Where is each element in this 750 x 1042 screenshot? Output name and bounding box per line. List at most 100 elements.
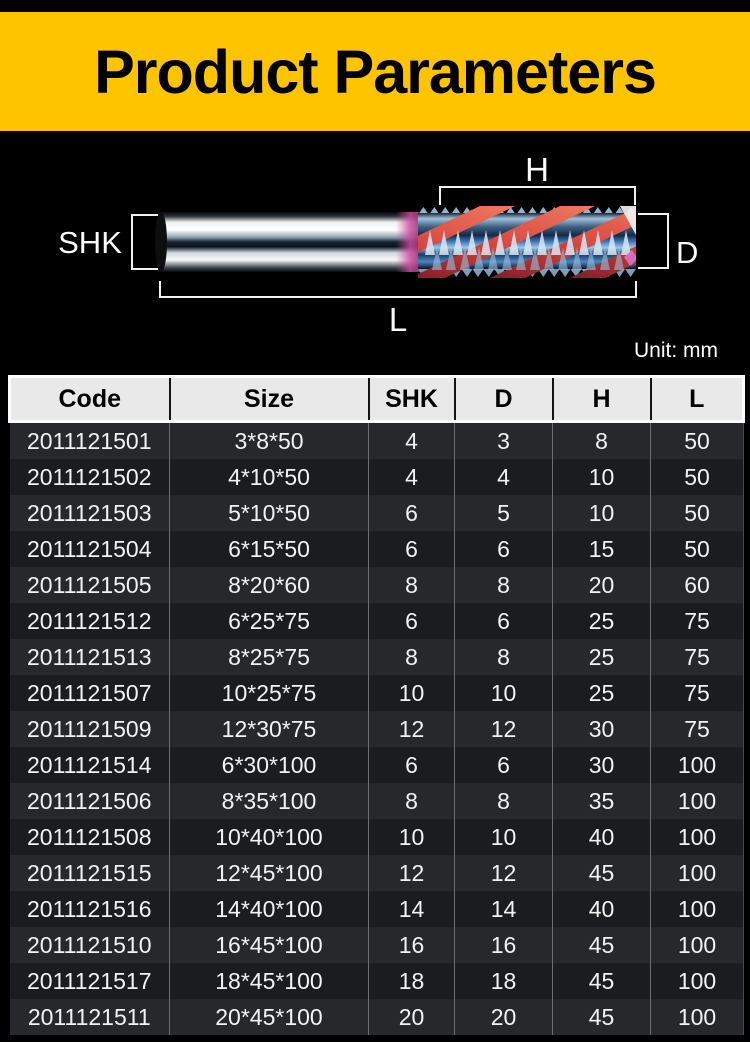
table-cell: 25 <box>552 603 651 639</box>
table-cell: 16*45*100 <box>169 927 369 963</box>
table-cell: 45 <box>552 855 651 891</box>
page-title: Product Parameters <box>94 37 657 106</box>
table-row: 2011121508 10*40*100 10 10 40 100 <box>9 819 744 855</box>
parameters-table: Code Size SHK D H L 2011121501 3*8*50 4 3 8 50 2011… <box>8 375 745 1035</box>
table-cell: 18 <box>454 963 553 999</box>
table-cell: 2011121503 <box>9 495 170 531</box>
table-cell: 18 <box>368 963 455 999</box>
table-row: 2011121515 12*45*100 12 12 45 100 <box>9 855 744 891</box>
table-header: Code Size SHK D H L <box>8 375 745 423</box>
table-cell: 14 <box>454 891 553 927</box>
table-cell: 6 <box>368 531 455 567</box>
table-body: 2011121501 3*8*50 4 3 8 50 2011121502 4*10*50 4 4… <box>9 421 744 1035</box>
table-cell: 50 <box>650 459 744 495</box>
table-cell: 4 <box>454 459 553 495</box>
table-cell: 4 <box>368 459 455 495</box>
table-cell: 10 <box>552 495 651 531</box>
table-cell: 2011121516 <box>9 891 170 927</box>
table-row: 2011121514 6*30*100 6 6 30 100 <box>9 747 744 783</box>
table-cell: 4*10*50 <box>169 459 369 495</box>
table-cell: 12 <box>454 855 553 891</box>
table-cell: 8 <box>454 567 553 603</box>
table-cell: 75 <box>650 675 744 711</box>
table-row: 2011121502 4*10*50 4 4 10 50 <box>9 459 744 495</box>
table-cell: 10 <box>368 819 455 855</box>
table-cell: 45 <box>552 963 651 999</box>
table-cell: 2011121513 <box>9 639 170 675</box>
header-banner: Product Parameters <box>0 12 750 131</box>
table-cell: 100 <box>650 819 744 855</box>
table-cell: 18*45*100 <box>169 963 369 999</box>
table-header-row: Code Size SHK D H L <box>8 375 745 423</box>
table-cell: 2011121502 <box>9 459 170 495</box>
table-cell: 5 <box>454 495 553 531</box>
table-cell: 3 <box>454 421 553 459</box>
h-dimension-bracket <box>439 186 636 205</box>
table-cell: 25 <box>552 639 651 675</box>
table-cell: 10 <box>454 675 553 711</box>
table-cell: 35 <box>552 783 651 819</box>
table-cell: 6 <box>368 747 455 783</box>
table-cell: 10 <box>552 459 651 495</box>
table-cell: 50 <box>650 421 744 459</box>
column-header: D <box>454 375 554 423</box>
table-cell: 40 <box>552 891 651 927</box>
table-cell: 4 <box>368 421 455 459</box>
table-cell: 100 <box>650 783 744 819</box>
table-cell: 8 <box>368 567 455 603</box>
table-row: 2011121501 3*8*50 4 3 8 50 <box>9 421 744 459</box>
table-cell: 16 <box>368 927 455 963</box>
table-cell: 100 <box>650 963 744 999</box>
column-header: L <box>650 375 745 423</box>
table-cell: 45 <box>552 927 651 963</box>
table-cell: 2011121508 <box>9 819 170 855</box>
table-cell: 50 <box>650 531 744 567</box>
table-cell: 8 <box>368 639 455 675</box>
table-cell: 16 <box>454 927 553 963</box>
table-cell: 5*10*50 <box>169 495 369 531</box>
table-cell: 12*45*100 <box>169 855 369 891</box>
unit-note: Unit: mm <box>634 339 718 362</box>
column-header: H <box>552 375 652 423</box>
l-dimension-bracket <box>159 281 637 298</box>
table-cell: 6 <box>454 603 553 639</box>
table-cell: 20 <box>368 999 455 1035</box>
table-cell: 100 <box>650 927 744 963</box>
table-cell: 2011121510 <box>9 927 170 963</box>
table-cell: 2011121505 <box>9 567 170 603</box>
table-cell: 60 <box>650 567 744 603</box>
table-cell: 12 <box>368 711 455 747</box>
table-row: 2011121517 18*45*100 18 18 45 100 <box>9 963 744 999</box>
table-cell: 2011121514 <box>9 747 170 783</box>
table-cell: 2011121517 <box>9 963 170 999</box>
shk-label: SHK <box>58 225 122 260</box>
table-cell: 20 <box>454 999 553 1035</box>
table-cell: 6*15*50 <box>169 531 369 567</box>
flute-section <box>418 206 637 278</box>
table-cell: 12 <box>454 711 553 747</box>
d-dimension-bracket <box>638 213 669 269</box>
table-cell: 8*20*60 <box>169 567 369 603</box>
table-cell: 2011121509 <box>9 711 170 747</box>
table-cell: 10*40*100 <box>169 819 369 855</box>
table-cell: 100 <box>650 855 744 891</box>
table-cell: 30 <box>552 711 651 747</box>
table-cell: 10 <box>368 675 455 711</box>
table-cell: 2011121515 <box>9 855 170 891</box>
table-cell: 50 <box>650 495 744 531</box>
table-row: 2011121504 6*15*50 6 6 15 50 <box>9 531 744 567</box>
table-cell: 30 <box>552 747 651 783</box>
table-cell: 75 <box>650 639 744 675</box>
table-cell: 2011121504 <box>9 531 170 567</box>
table-cell: 8 <box>368 783 455 819</box>
table-cell: 2011121501 <box>9 421 170 459</box>
table-cell: 6 <box>368 603 455 639</box>
table-cell: 20*45*100 <box>169 999 369 1035</box>
table-row: 2011121509 12*30*75 12 12 30 75 <box>9 711 744 747</box>
table-row: 2011121505 8*20*60 8 8 20 60 <box>9 567 744 603</box>
table-cell: 8*35*100 <box>169 783 369 819</box>
table-cell: 6 <box>368 495 455 531</box>
column-header: Size <box>169 375 370 423</box>
table-cell: 8 <box>552 421 651 459</box>
